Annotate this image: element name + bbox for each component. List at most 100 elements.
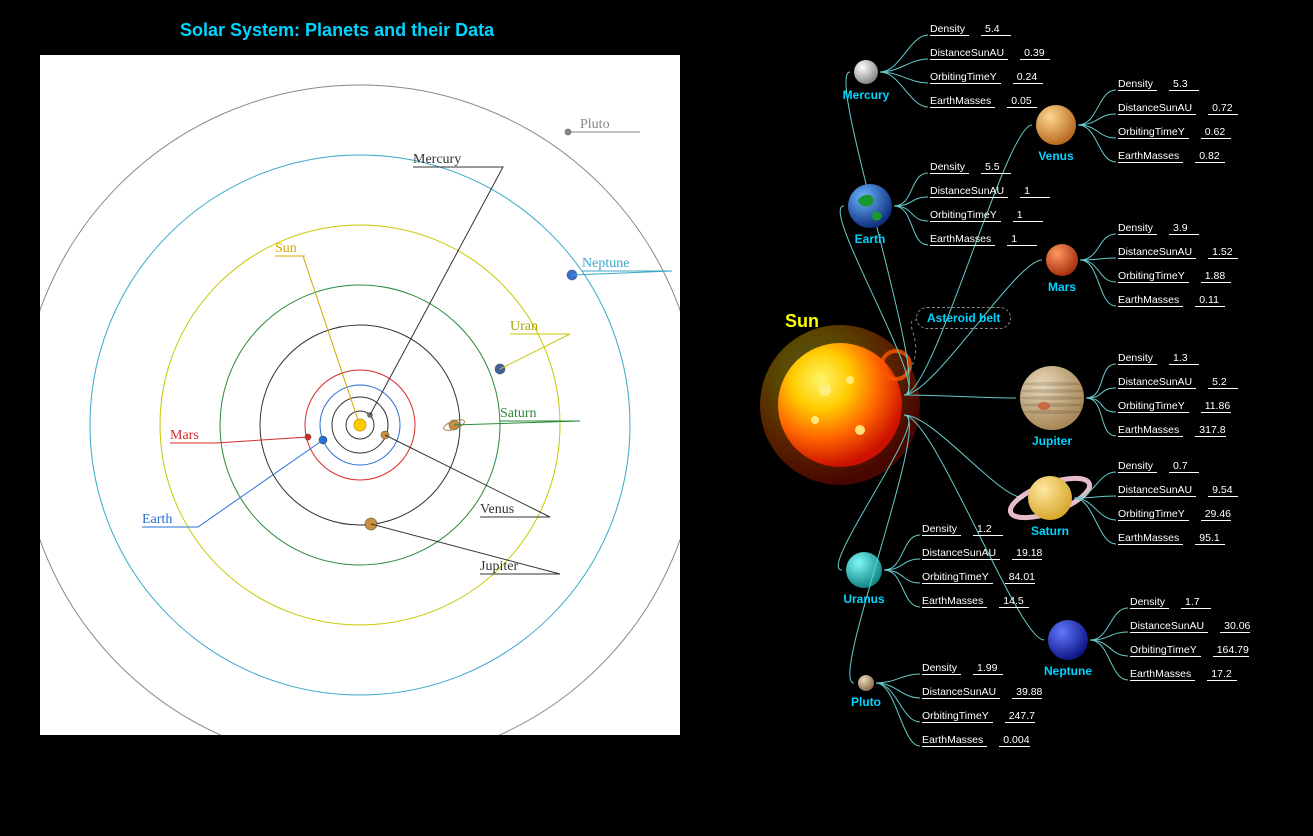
data-uranus-distancesunau: DistanceSunAU19.18 (922, 547, 1042, 560)
data-key: EarthMasses (930, 95, 995, 108)
data-mars-density: Density3.9 (1118, 222, 1199, 235)
data-value: 1.88 (1201, 270, 1231, 283)
data-value: 84.01 (1005, 571, 1035, 584)
planet-node-uranus (846, 552, 882, 588)
data-key: OrbitingTimeY (1118, 508, 1189, 521)
data-value: 3.9 (1169, 222, 1199, 235)
data-value: 0.82 (1195, 150, 1225, 163)
data-venus-earthmasses: EarthMasses 0.82 (1118, 150, 1225, 163)
data-key: OrbitingTimeY (922, 710, 993, 723)
data-uranus-earthmasses: EarthMasses 14.5 (922, 595, 1029, 608)
data-key: DistanceSunAU (922, 686, 1000, 699)
data-saturn-orbitingtimey: OrbitingTimeY 29.46 (1118, 508, 1231, 521)
leader-jupiter (371, 524, 560, 574)
orbit-label-venus: Venus (480, 502, 514, 517)
sun-node (778, 343, 902, 467)
data-saturn-density: Density0.7 (1118, 460, 1199, 473)
data-key: Density (1118, 460, 1157, 473)
orbit-label-saturn: Saturn (500, 406, 537, 421)
planet-label-neptune: Neptune (1038, 664, 1098, 678)
planet-label-pluto: Pluto (836, 695, 896, 709)
data-value: 247.7 (1005, 710, 1035, 723)
connector-pluto (850, 415, 910, 683)
data-earth-density: Density 5.5 (930, 161, 1011, 174)
data-key: DistanceSunAU (930, 47, 1008, 60)
data-key: OrbitingTimeY (1118, 270, 1189, 283)
data-earth-orbitingtimey: OrbitingTimeY1 (930, 209, 1043, 222)
data-value: 0.05 (1007, 95, 1037, 108)
orbit-label-mercury: Mercury (413, 152, 461, 167)
leader-uran (500, 334, 570, 369)
data-value: 29.46 (1201, 508, 1231, 521)
data-value: 5.3 (1169, 78, 1199, 91)
planet-node-earth (848, 184, 892, 228)
orbit-diagram-svg: SunMercuryVenusEarthMarsJupiterSaturnUra… (40, 55, 680, 735)
leader-mercury (370, 167, 503, 415)
data-value: 1.3 (1169, 352, 1199, 365)
data-key: DistanceSunAU (1118, 102, 1196, 115)
data-value: 9.54 (1208, 484, 1238, 497)
data-mercury-earthmasses: EarthMasses 0.05 (930, 95, 1037, 108)
sun-leader (275, 256, 358, 420)
data-mars-distancesunau: DistanceSunAU 1.52 (1118, 246, 1238, 259)
planet-node-venus (1036, 105, 1076, 145)
data-key: Density (1118, 78, 1157, 91)
planet-node-jupiter (1020, 366, 1084, 430)
data-value: 5.2 (1208, 376, 1238, 389)
data-key: DistanceSunAU (930, 185, 1008, 198)
data-key: Density (922, 662, 961, 675)
data-jupiter-orbitingtimey: OrbitingTimeY11.86 (1118, 400, 1231, 413)
data-value: 1.52 (1208, 246, 1238, 259)
data-value: 30.06 (1220, 620, 1250, 633)
orbit-pluto (40, 85, 680, 735)
data-value: 17.2 (1207, 668, 1237, 681)
data-venus-distancesunau: DistanceSunAU0.72 (1118, 102, 1238, 115)
data-key: EarthMasses (1130, 668, 1195, 681)
data-value: 0.39 (1020, 47, 1050, 60)
data-key: EarthMasses (1118, 150, 1183, 163)
data-value: 14.5 (999, 595, 1029, 608)
data-pluto-distancesunau: DistanceSunAU39.88 (922, 686, 1042, 699)
data-key: Density (930, 161, 969, 174)
planet-label-jupiter: Jupiter (1022, 434, 1082, 448)
orbit-label-uran: Uran (510, 319, 538, 334)
data-neptune-density: Density1.7 (1130, 596, 1211, 609)
data-value: 1 (1020, 185, 1050, 198)
mindmap-panel: SunAsteroid beltMercuryDensity5.4Distanc… (700, 0, 1313, 836)
data-pluto-orbitingtimey: OrbitingTimeY 247.7 (922, 710, 1035, 723)
data-key: EarthMasses (922, 595, 987, 608)
data-neptune-earthmasses: EarthMasses 17.2 (1130, 668, 1237, 681)
data-key: Density (922, 523, 961, 536)
data-value: 0.004 (999, 734, 1029, 747)
data-key: DistanceSunAU (1118, 246, 1196, 259)
planet-node-mercury (854, 60, 878, 84)
data-uranus-density: Density 1.2 (922, 523, 1003, 536)
planet-node-saturn (1028, 476, 1072, 520)
data-value: 19.18 (1012, 547, 1042, 560)
data-value: 0.24 (1013, 71, 1043, 84)
data-key: OrbitingTimeY (922, 571, 993, 584)
data-mercury-density: Density5.4 (930, 23, 1011, 36)
data-value: 0.11 (1195, 294, 1225, 307)
data-mercury-distancesunau: DistanceSunAU 0.39 (930, 47, 1050, 60)
data-key: OrbitingTimeY (930, 71, 1001, 84)
data-mars-earthmasses: EarthMasses 0.11 (1118, 294, 1225, 307)
sun-dot (354, 419, 366, 431)
data-saturn-distancesunau: DistanceSunAU9.54 (1118, 484, 1238, 497)
data-key: EarthMasses (1118, 294, 1183, 307)
planet-node-mars (1046, 244, 1078, 276)
data-uranus-orbitingtimey: OrbitingTimeY 84.01 (922, 571, 1035, 584)
leader-neptune (572, 271, 672, 275)
data-key: Density (1130, 596, 1169, 609)
planet-node-neptune (1048, 620, 1088, 660)
data-pluto-earthmasses: EarthMasses0.004 (922, 734, 1030, 747)
data-value: 5.5 (981, 161, 1011, 174)
data-value: 1.2 (973, 523, 1003, 536)
data-jupiter-density: Density 1.3 (1118, 352, 1199, 365)
data-key: EarthMasses (930, 233, 995, 246)
data-key: OrbitingTimeY (1118, 126, 1189, 139)
data-key: Density (1118, 352, 1157, 365)
planet-label-venus: Venus (1026, 149, 1086, 163)
leader-saturn (454, 421, 580, 425)
data-pluto-density: Density1.99 (922, 662, 1003, 675)
